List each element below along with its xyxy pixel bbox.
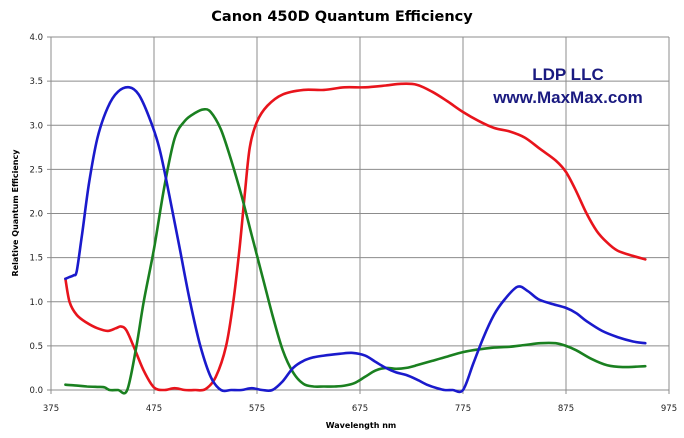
y-tick-label: 1.0 [29,298,43,308]
annotation-website: www.MaxMax.com [492,88,643,107]
tick-labels: 0.0 0.5 1.0 1.5 2.0 2.5 3.0 3.5 4.0 375 475 575 675 7… [29,33,677,414]
annotation-company: LDP LLC [532,65,603,84]
y-tick-label: 4.0 [29,33,43,43]
x-tick-label: 675 [352,404,368,414]
y-tick-label: 0.0 [29,386,43,396]
y-tick-label: 2.5 [29,165,43,175]
y-axis-label: Relative Quantum Efficiency [11,149,20,277]
x-tick-label: 375 [43,404,59,414]
series-line-blue [64,85,647,394]
series-line-green [64,107,647,395]
x-tick-label: 775 [455,404,471,414]
y-tick-label: 2.0 [29,210,43,220]
x-axis-label: Wavelength nm [326,421,397,430]
x-tick-label: 975 [661,404,677,414]
series-line-red [64,82,647,392]
x-tick-label: 575 [249,404,265,414]
y-tick-label: 3.0 [29,121,43,131]
series-layer [64,82,647,395]
y-tick-label: 1.5 [29,254,43,264]
x-tick-label: 875 [558,404,574,414]
y-tick-label: 0.5 [29,342,43,352]
grid [47,36,670,394]
chart-title: Canon 450D Quantum Efficiency [211,9,473,25]
y-tick-label: 3.5 [29,77,43,87]
x-tick-label: 475 [146,404,162,414]
